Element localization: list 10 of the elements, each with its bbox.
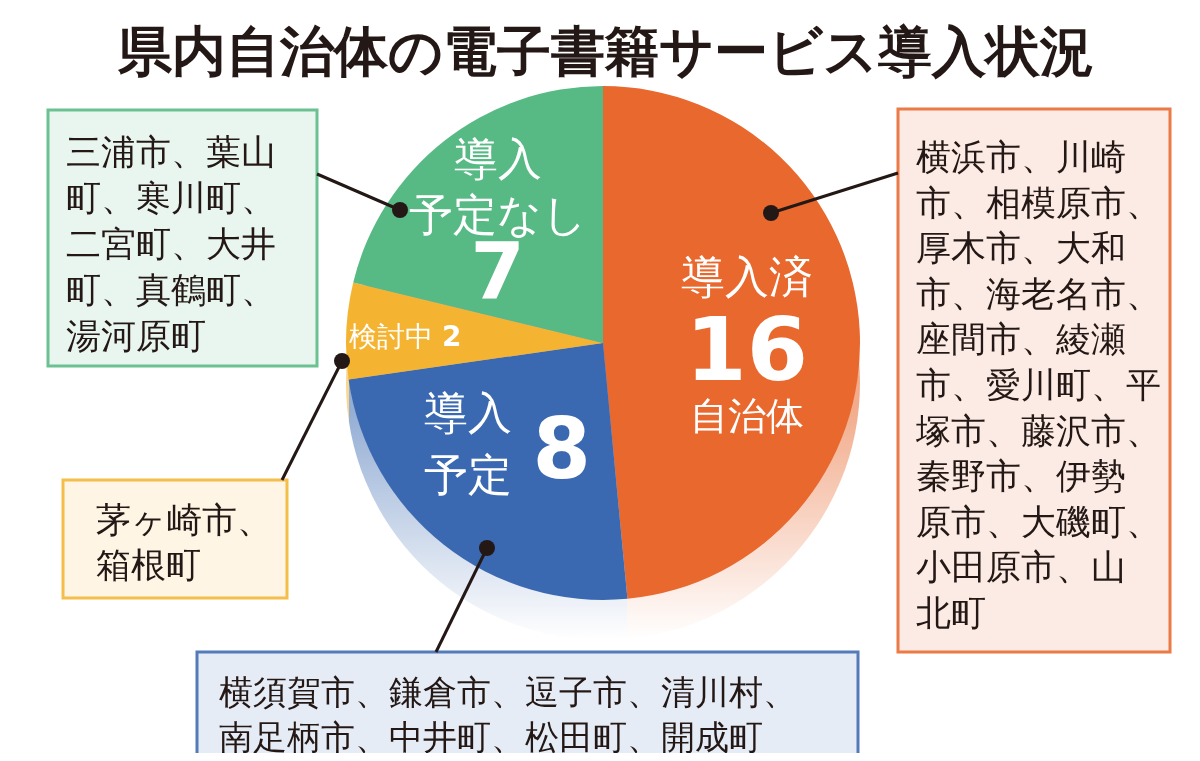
text: 茅ヶ崎市、箱根町: [96, 500, 272, 585]
data-label: 2: [442, 319, 462, 353]
chart-title: 県内自治体の電子書籍サービス導入状況: [117, 20, 1094, 83]
slice-label: 検討中: [349, 319, 434, 353]
slice-label: 導入予定: [423, 387, 512, 501]
text: 横浜市、川崎市、相模原市、厚木市、大和市、海老名市、座間市、綾瀬市、愛川町、平塚市、藤沢市、秦野市、伊勢原市、大磯町、小田原市、山北町: [916, 137, 1161, 633]
slice-label: 導入済: [680, 251, 813, 303]
text: 自治体: [689, 394, 804, 439]
text: 三浦市、葉山町、寒川町、二宮町、大井町、真鶴町、湯河原町: [66, 132, 276, 356]
data-label: 8: [532, 400, 592, 499]
